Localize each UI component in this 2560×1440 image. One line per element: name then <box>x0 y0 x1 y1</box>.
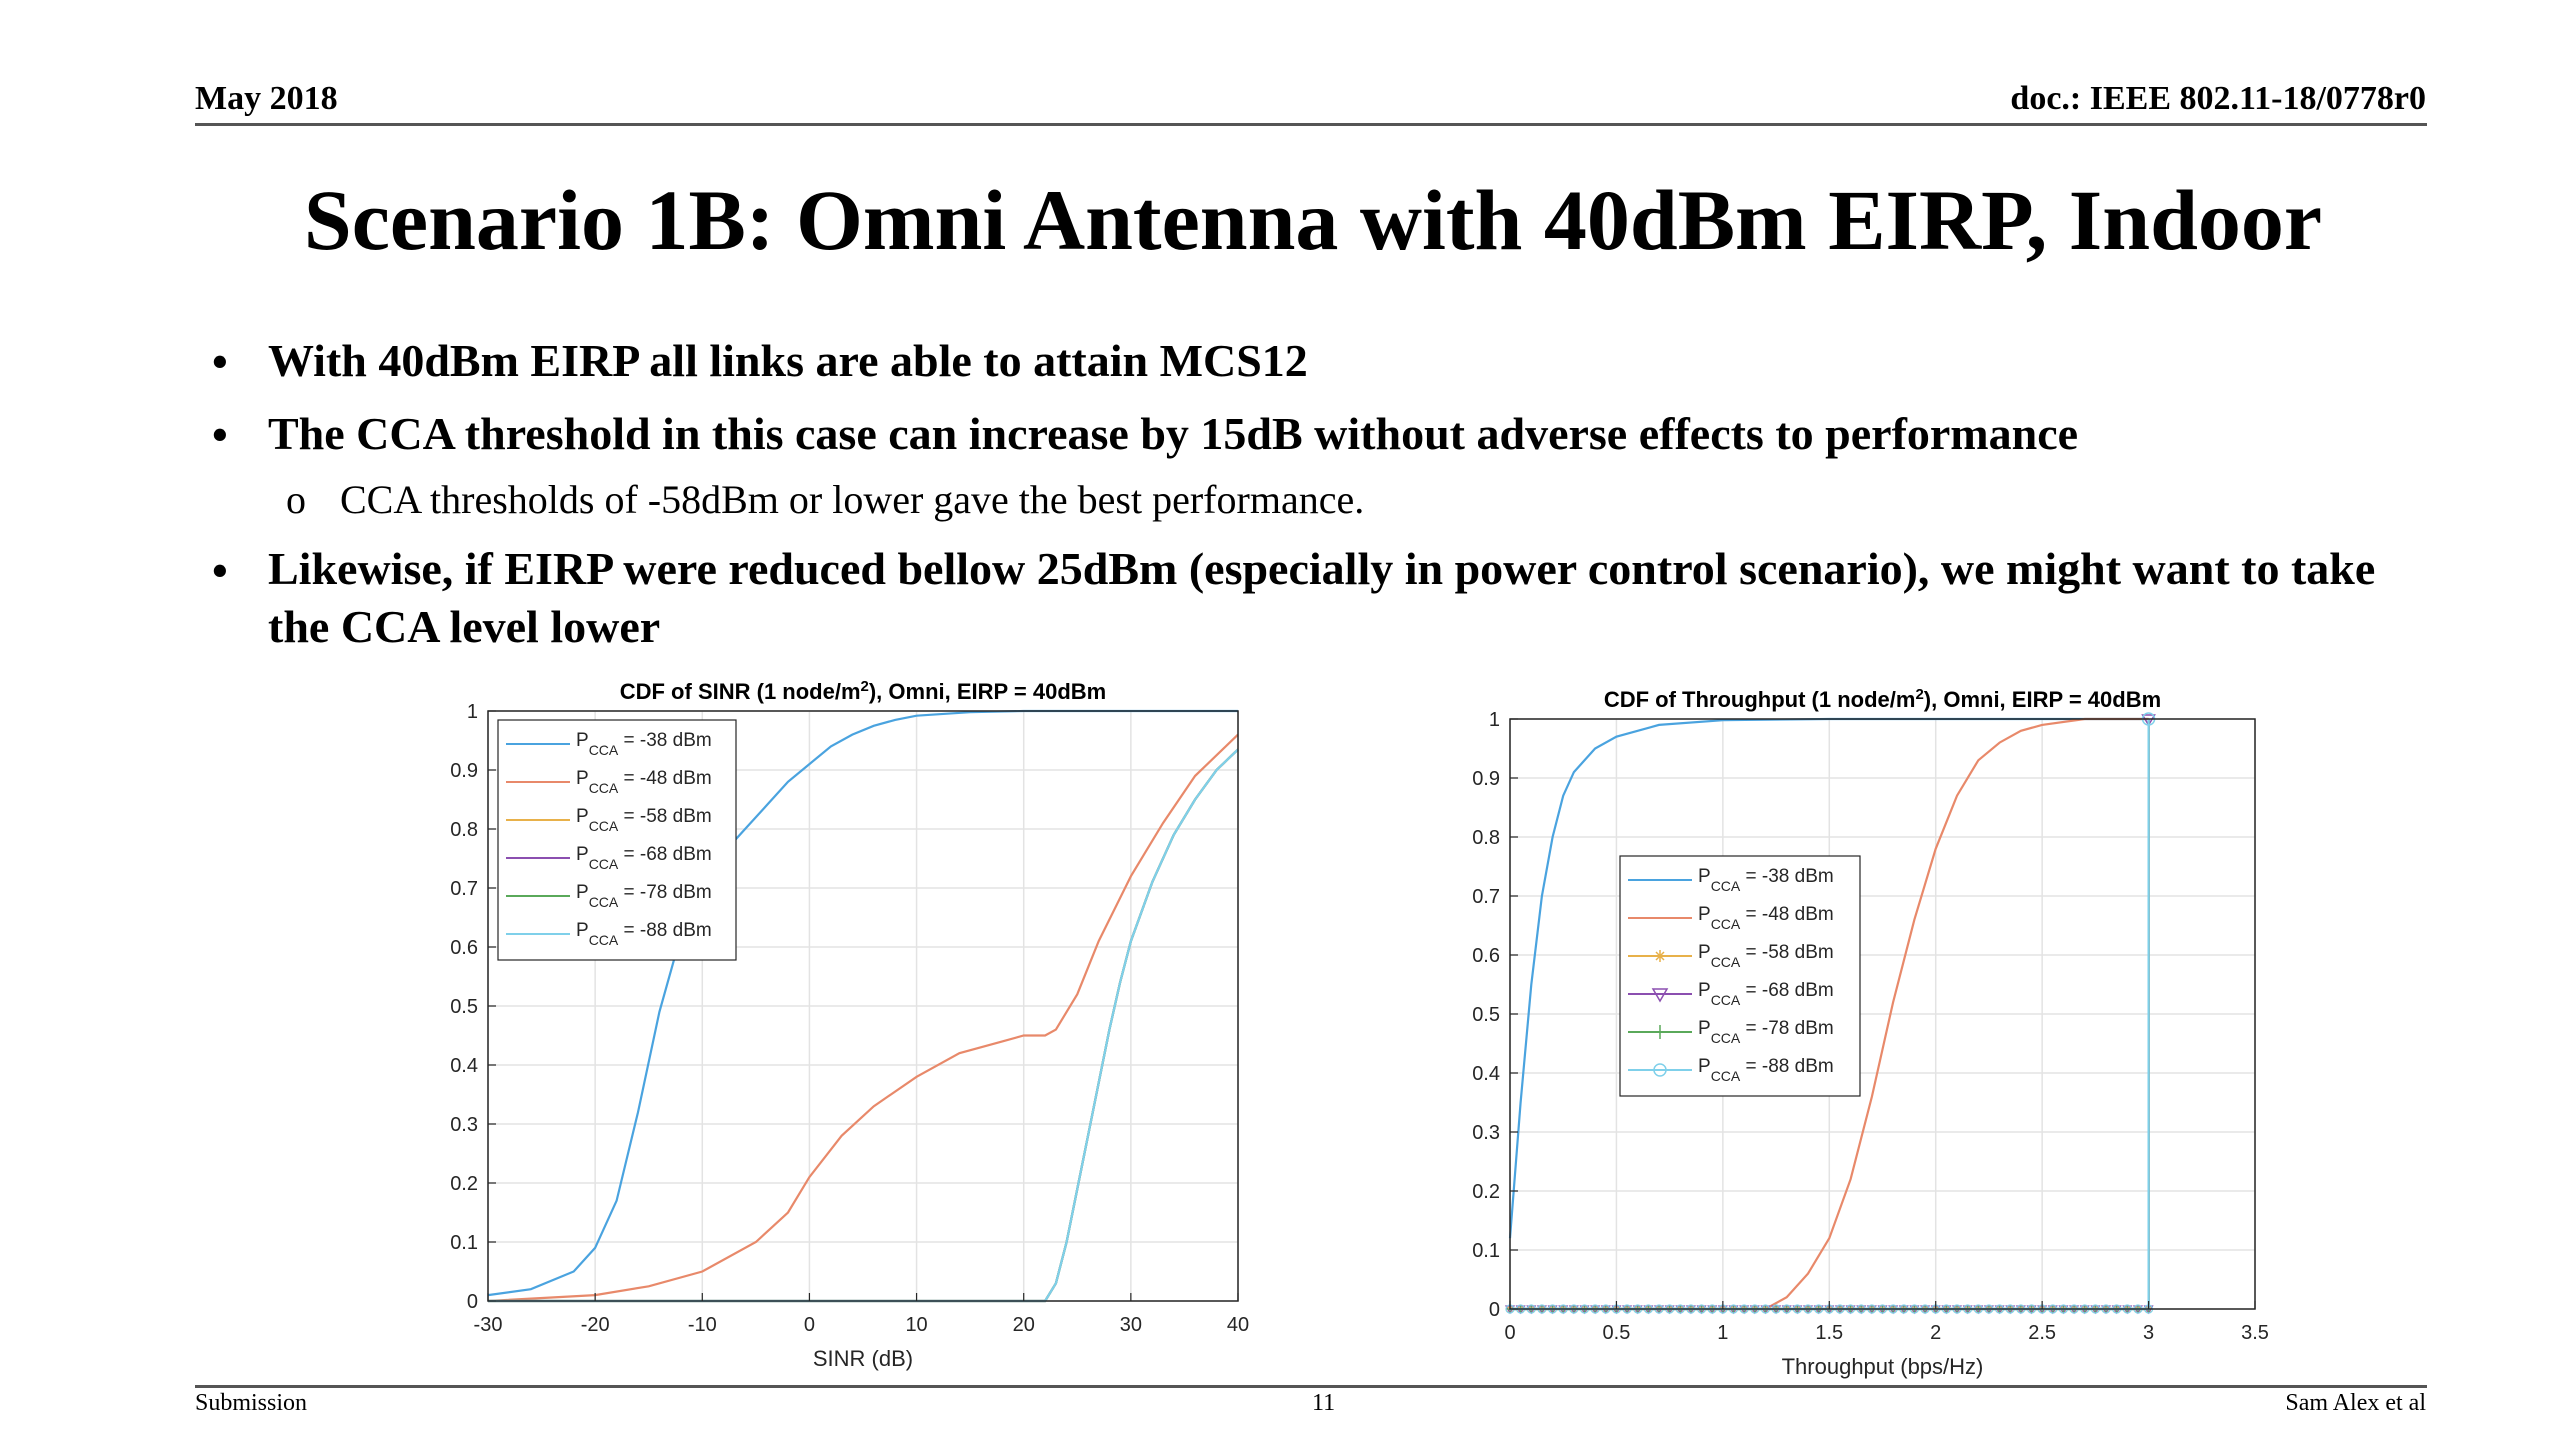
sinr-cdf-chart: -30 -20 -10 0 10 20 30 40 0 0.1 0.2 0.3 0.4 0.5 0.6 0.7… <box>450 678 1249 1371</box>
legend-label-2: PCCA = -48 dBm <box>1698 904 1834 932</box>
header-doc-id: doc.: IEEE 802.11-18/0778r0 <box>2010 80 2426 117</box>
legend-label-3: PCCA = -58 dBm <box>576 806 712 834</box>
sub-bullet-marker: o <box>286 477 306 522</box>
series-line-6 <box>488 748 1239 1303</box>
y-tick-label: 0 <box>1489 1299 1500 1321</box>
throughput-cdf-chart: 0 0.5 1 1.5 2 2.5 3 3.5 0 0.1 0.2 0.3 0.4 0.5 0.6 0.7 0.… <box>1472 686 2269 1379</box>
footer-submission: Submission <box>195 1390 308 1416</box>
legend-label-5: PCCA = -78 dBm <box>1698 1018 1834 1046</box>
x-tick-label: -30 <box>474 1314 503 1336</box>
y-tick-label: 0.7 <box>450 878 478 900</box>
x-tick-label: 10 <box>905 1314 927 1336</box>
y-tick-label: 1 <box>467 701 478 723</box>
legend-marker-3 <box>1654 950 1666 962</box>
header-rule <box>195 123 2427 126</box>
y-tick-label: 0.3 <box>1472 1122 1500 1144</box>
x-tick-label: 30 <box>1120 1314 1142 1336</box>
legend-label-1: PCCA = -38 dBm <box>576 730 712 758</box>
legend-label-5: PCCA = -78 dBm <box>576 882 712 910</box>
y-tick-label: 0.8 <box>450 819 478 841</box>
y-tick-label: 0.8 <box>1472 827 1500 849</box>
chart-title: CDF of Throughput (1 node/m2), Omni, EIR… <box>1604 686 2161 712</box>
y-tick-label: 0.3 <box>450 1114 478 1136</box>
x-tick-label: 3.5 <box>2241 1322 2269 1344</box>
bullet-marker-2: • <box>212 410 228 460</box>
y-tick-label: 0 <box>467 1291 478 1313</box>
x-axis-label: SINR (dB) <box>813 1346 913 1371</box>
footer-authors: Sam Alex et al <box>2285 1390 2426 1416</box>
y-tick-label: 0.6 <box>1472 945 1500 967</box>
header-date: May 2018 <box>195 80 338 117</box>
legend-marker-5 <box>1653 1025 1667 1039</box>
y-tick-label: 0.4 <box>450 1055 478 1077</box>
bullet-marker-3: • <box>212 546 228 596</box>
legend-label-1: PCCA = -38 dBm <box>1698 866 1834 894</box>
y-tick-label: 1 <box>1489 709 1500 731</box>
series-line-2 <box>1510 717 2149 1311</box>
x-tick-label: 1 <box>1717 1322 1728 1344</box>
series-line-2 <box>487 733 1239 1303</box>
bullet-text-2: The CCA threshold in this case can incre… <box>268 408 2079 459</box>
legend-box <box>1619 855 1861 1097</box>
bullet-marker-1: • <box>212 337 228 387</box>
footer-rule <box>195 1385 2427 1388</box>
x-tick-label: 2 <box>1930 1322 1941 1344</box>
y-tick-label: 0.4 <box>1472 1063 1500 1085</box>
legend-marker-6 <box>1653 1063 1667 1077</box>
x-tick-label: -20 <box>581 1314 610 1336</box>
x-tick-label: 0.5 <box>1603 1322 1631 1344</box>
legend-label-6: PCCA = -88 dBm <box>576 920 712 948</box>
series-line-1 <box>487 709 1238 1297</box>
x-axis-label: Throughput (bps/Hz) <box>1782 1354 1984 1379</box>
legend-label-2: PCCA = -48 dBm <box>576 768 712 796</box>
x-tick-label: 0 <box>804 1314 815 1336</box>
y-tick-label: 0.5 <box>1472 1004 1500 1026</box>
bullet-text-3: Likewise, if EIRP were reduced bellow 25… <box>268 543 2376 652</box>
x-tick-label: 2.5 <box>2028 1322 2056 1344</box>
sub-bullet-text: CCA thresholds of -58dBm or lower gave t… <box>340 477 1365 522</box>
x-tick-label: 3 <box>2143 1322 2154 1344</box>
legend-label-6: PCCA = -88 dBm <box>1698 1056 1834 1084</box>
legend-box <box>497 719 737 961</box>
series-end-marker-4 <box>2141 714 2156 727</box>
series-line-1 <box>1508 717 2149 1239</box>
y-tick-label: 0.2 <box>450 1173 478 1195</box>
chart-title: CDF of SINR (1 node/m2), Omni, EIRP = 40… <box>620 678 1107 704</box>
bullet-text-1: With 40dBm EIRP all links are able to at… <box>268 335 1308 386</box>
x-tick-label: 40 <box>1227 1314 1249 1336</box>
y-tick-label: 0.9 <box>1472 768 1500 790</box>
y-tick-label: 0.1 <box>450 1232 478 1254</box>
x-tick-label: -10 <box>688 1314 717 1336</box>
legend-label-3: PCCA = -58 dBm <box>1698 942 1834 970</box>
x-tick-label: 1.5 <box>1815 1322 1843 1344</box>
y-tick-label: 0.7 <box>1472 886 1500 908</box>
footer-page-number: 11 <box>1312 1390 1336 1416</box>
y-tick-label: 0.2 <box>1472 1181 1500 1203</box>
y-tick-label: 0.1 <box>1472 1240 1500 1262</box>
y-tick-label: 0.5 <box>450 996 478 1018</box>
x-tick-label: 0 <box>1504 1322 1515 1344</box>
y-tick-label: 0.9 <box>450 760 478 782</box>
slide-title: Scenario 1B: Omni Antenna with 40dBm EIR… <box>303 172 2323 268</box>
y-tick-label: 0.6 <box>450 937 478 959</box>
legend-label-4: PCCA = -68 dBm <box>576 844 712 872</box>
x-tick-label: 20 <box>1013 1314 1035 1336</box>
legend-label-4: PCCA = -68 dBm <box>1698 980 1834 1008</box>
legend-marker-4 <box>1651 988 1669 1003</box>
